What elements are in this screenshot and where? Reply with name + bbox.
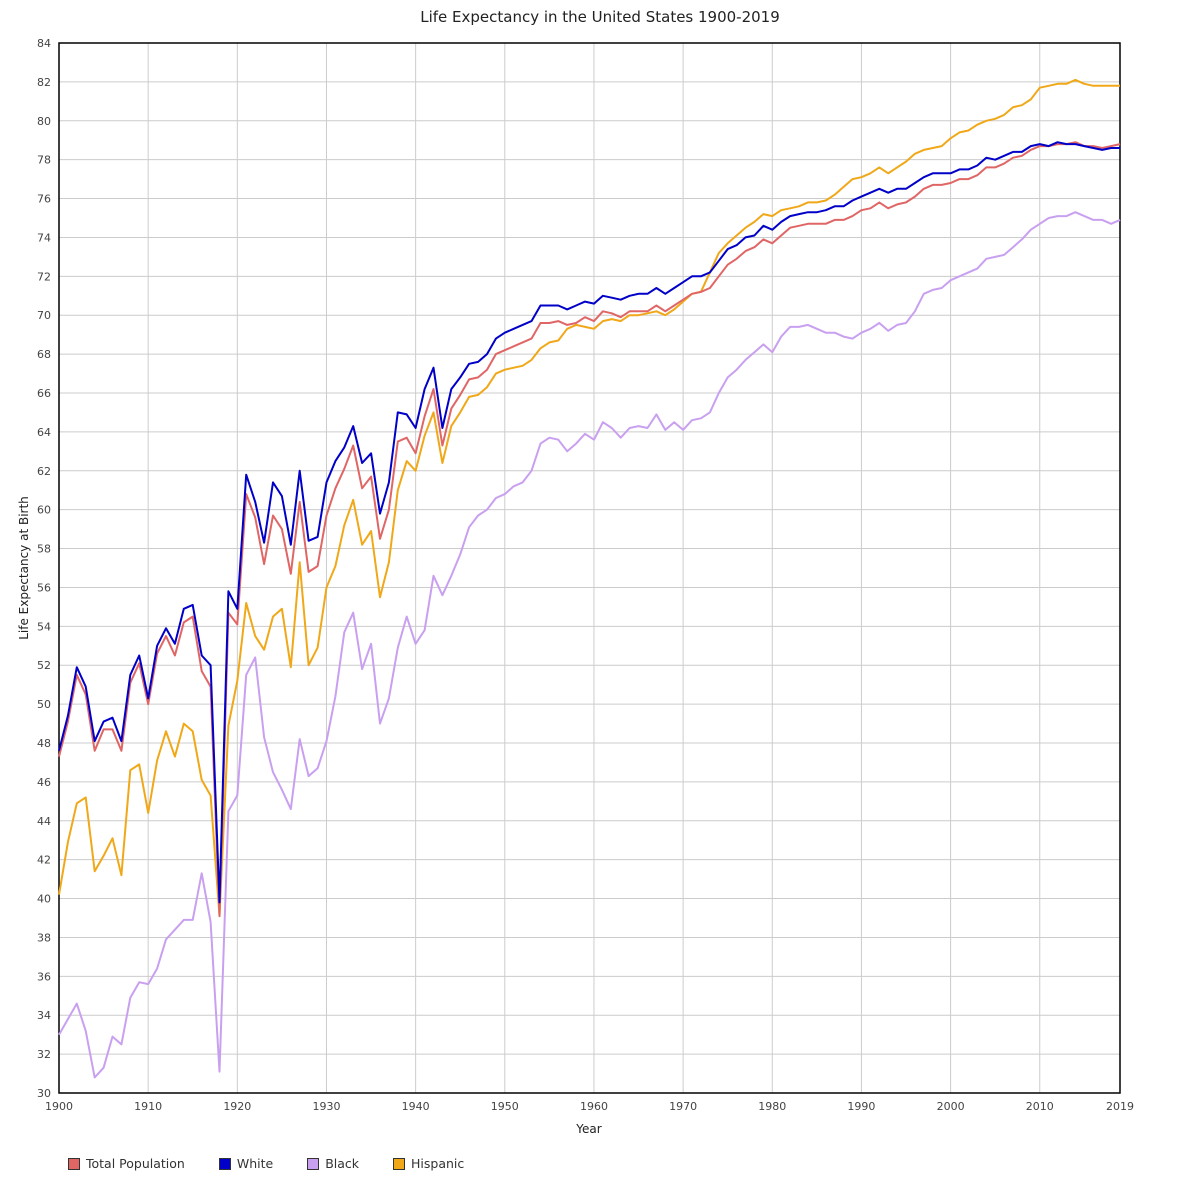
legend-label: Total Population (86, 1156, 185, 1171)
series-line-hispanic[interactable] (58, 78, 1120, 918)
x-axis-ticks: 1900 1910 1920 1930 1940 1950 1960 1970 1980 1990… (45, 1100, 1134, 1113)
y-tick-label: 66 (37, 387, 51, 400)
y-tick-label: 40 (37, 893, 51, 906)
y-tick-label: 56 (37, 581, 51, 594)
x-axis-label: Year (575, 1122, 601, 1136)
y-tick-label: 62 (37, 465, 51, 478)
legend-item-black[interactable]: Black (307, 1156, 359, 1171)
y-tick-label: 80 (37, 115, 51, 128)
legend-swatch-total-population (68, 1157, 80, 1170)
gridlines (58, 42, 1121, 1094)
y-tick-label: 68 (37, 348, 51, 361)
y-tick-label: 70 (37, 309, 51, 322)
y-axis-label: Life Expectancy at Birth (17, 496, 31, 640)
chart-title: Life Expectancy in the United States 190… (420, 8, 780, 26)
x-tick-label: 2010 (1026, 1100, 1054, 1113)
legend: Total Population White Black Hispanic (68, 1156, 464, 1171)
legend-swatch-hispanic (393, 1157, 406, 1170)
y-tick-label: 74 (37, 231, 51, 244)
y-tick-label: 44 (37, 815, 51, 828)
plot-area-border (58, 42, 1121, 1094)
y-tick-label: 78 (37, 154, 51, 167)
x-tick-label: 1980 (758, 1100, 786, 1113)
y-tick-label: 42 (37, 854, 51, 867)
legend-swatch-black (307, 1157, 320, 1170)
y-tick-label: 48 (37, 737, 51, 750)
x-tick-label: 1930 (312, 1100, 340, 1113)
x-tick-label: 1950 (491, 1100, 519, 1113)
y-tick-label: 84 (37, 37, 51, 50)
legend-label: Hispanic (411, 1156, 465, 1171)
legend-swatch-white (218, 1157, 231, 1170)
x-tick-label: 2019 (1106, 1100, 1134, 1113)
series-line-black[interactable] (58, 211, 1121, 1079)
data-series (58, 78, 1121, 1079)
y-tick-label: 38 (37, 931, 51, 944)
legend-label: White (236, 1156, 274, 1171)
series-line-white[interactable] (58, 141, 1120, 904)
x-tick-label: 1910 (134, 1100, 162, 1113)
y-tick-label: 50 (37, 698, 51, 711)
legend-item-hispanic[interactable]: Hispanic (393, 1156, 464, 1171)
y-tick-label: 52 (37, 659, 51, 672)
y-tick-label: 46 (37, 776, 51, 789)
y-tick-label: 72 (37, 270, 51, 283)
legend-item-white[interactable]: White (218, 1156, 274, 1171)
x-tick-label: 1960 (580, 1100, 608, 1113)
series-line-total-population[interactable] (58, 141, 1121, 918)
x-tick-label: 1970 (669, 1100, 697, 1113)
legend-label: Black (325, 1156, 360, 1171)
legend-item-total-population[interactable]: Total Population (68, 1156, 185, 1171)
y-tick-label: 30 (37, 1087, 51, 1100)
y-tick-label: 54 (37, 620, 51, 633)
y-tick-label: 82 (37, 76, 51, 89)
x-tick-label: 2000 (937, 1100, 965, 1113)
x-tick-label: 1940 (402, 1100, 430, 1113)
y-axis-ticks: 30 32 34 36 38 40 42 44 46 48 50 52 54 56 58 60 62 64 66 68… (37, 37, 51, 1100)
y-tick-label: 60 (37, 504, 51, 517)
y-tick-label: 64 (37, 426, 51, 439)
x-tick-label: 1990 (847, 1100, 875, 1113)
y-tick-label: 36 (37, 970, 51, 983)
y-tick-label: 34 (37, 1009, 51, 1022)
x-tick-label: 1920 (223, 1100, 251, 1113)
y-tick-label: 32 (37, 1048, 51, 1061)
x-tick-label: 1900 (45, 1100, 73, 1113)
y-tick-label: 76 (37, 193, 51, 206)
y-tick-label: 58 (37, 543, 51, 556)
